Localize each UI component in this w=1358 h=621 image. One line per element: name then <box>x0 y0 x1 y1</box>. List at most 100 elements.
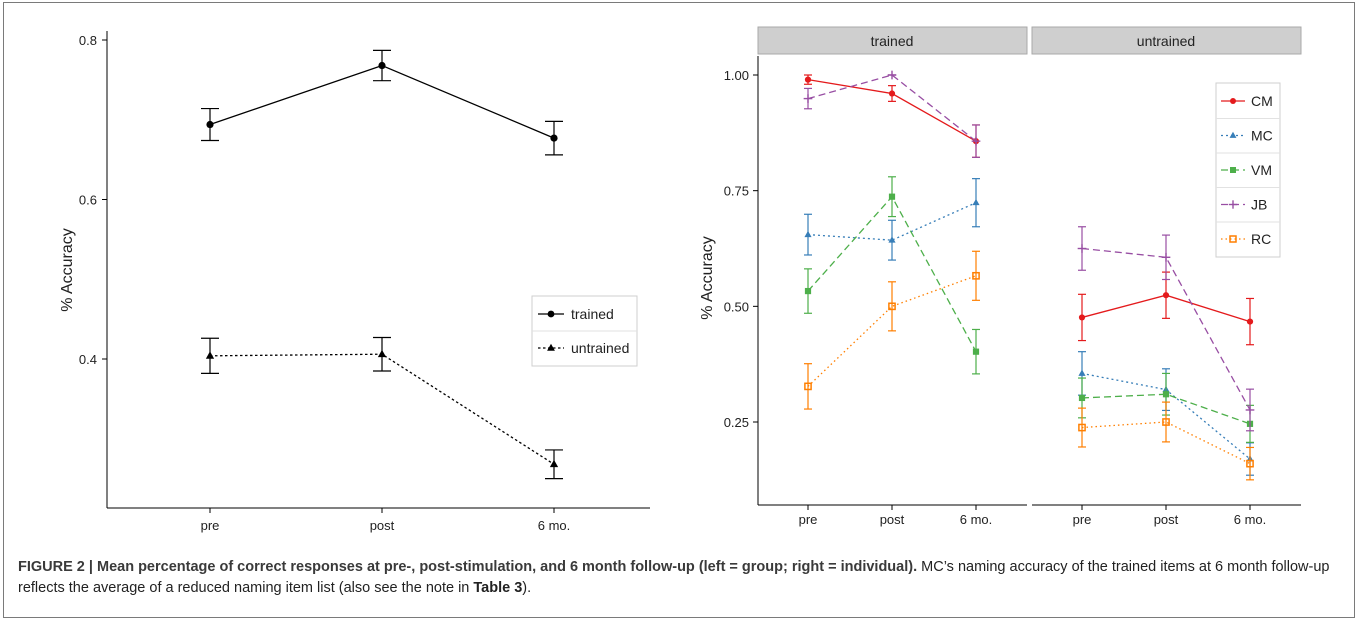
caption-lead: FIGURE 2 | Mean percentage of correct re… <box>18 559 918 575</box>
right-point-VM <box>1162 391 1170 398</box>
right-point-VM <box>1078 394 1086 402</box>
left-y-tick-label: 0.6 <box>79 193 97 208</box>
right-y-tick-label: 0.75 <box>724 184 749 199</box>
right-legend-label-JB: JB <box>1251 197 1267 213</box>
right-line-JB-untrained <box>1081 247 1251 411</box>
left-legend-marker-trained <box>547 310 555 318</box>
right-series-JB-trained <box>803 70 981 158</box>
right-y-tick-label: 1.00 <box>724 68 749 83</box>
right-series-JB-untrained <box>1077 226 1255 432</box>
right-point-RC <box>1246 459 1254 468</box>
right-point-MC <box>804 230 812 238</box>
right-point-JB <box>1077 244 1087 253</box>
right-legend: CM MC VM JB RC <box>1215 82 1281 258</box>
right-series-CM-untrained <box>1078 271 1254 346</box>
right-x-tick-label-trained: pre <box>799 512 818 527</box>
right-line-RC-trained <box>807 275 977 387</box>
right-line-JB-trained <box>807 74 977 142</box>
caption-end: ). <box>522 580 532 596</box>
left-legend-marker-untrained <box>547 343 555 351</box>
right-x-tick-label-untrained: pre <box>1073 512 1092 527</box>
left-point-trained <box>550 134 558 142</box>
right-x-tick-label-untrained: post <box>1154 512 1179 527</box>
right-point-RC <box>804 382 812 391</box>
right-point-RC <box>888 302 896 311</box>
right-point-RC <box>1162 418 1170 426</box>
left-point-untrained <box>205 351 215 359</box>
left-point-trained <box>378 61 386 70</box>
right-legend-marker-CM <box>1230 98 1236 104</box>
right-point-JB <box>971 136 981 146</box>
right-legend-label-RC: RC <box>1251 231 1271 247</box>
right-point-VM <box>972 348 980 355</box>
left-series-untrained <box>201 336 563 480</box>
left-x-tick-label: 6 mo. <box>538 518 571 533</box>
left-point-untrained <box>377 349 387 358</box>
right-errorbar-RC <box>1246 446 1254 481</box>
left-x-tick-label: pre <box>201 518 220 533</box>
right-series-CM-trained <box>804 74 980 158</box>
right-errorbar-RC <box>888 281 896 332</box>
left-x-tick-label: post <box>370 518 395 533</box>
facet-strip-untrained <box>1031 26 1302 55</box>
right-y-tick-label: 0.50 <box>724 299 749 314</box>
left-legend-label-trained: trained <box>571 306 614 322</box>
caption-body: MC’s naming accuracy of the trained item… <box>18 559 1330 596</box>
right-line-RC-untrained <box>1081 421 1251 465</box>
right-legend-label-VM: VM <box>1251 162 1272 178</box>
right-legend-label-MC: MC <box>1251 128 1273 144</box>
right-legend-marker-VM <box>1230 167 1236 173</box>
left-y-tick-label: 0.8 <box>79 33 97 48</box>
right-point-MC <box>972 198 980 206</box>
left-legend-label-untrained: untrained <box>571 340 629 356</box>
facet-label-trained: trained <box>871 33 914 49</box>
right-series-VM-trained <box>804 176 980 375</box>
right-point-VM <box>888 193 896 200</box>
right-errorbar-RC <box>1162 401 1170 443</box>
right-point-RC <box>972 271 980 280</box>
left-y-axis-title: % Accuracy <box>59 228 76 312</box>
right-y-axis-title: % Accuracy <box>699 236 716 320</box>
facet-strip-trained <box>757 26 1028 55</box>
figure-caption: FIGURE 2 | Mean percentage of correct re… <box>18 557 1343 599</box>
right-point-JB <box>1161 252 1171 262</box>
right-individual-chart: trained untrained 0.25 0.50 0.75 1.00 pre po… <box>699 26 1302 527</box>
right-point-JB <box>887 70 897 80</box>
right-point-CM <box>1078 314 1086 321</box>
right-legend-marker-RC <box>1229 235 1237 243</box>
left-point-untrained <box>549 459 559 468</box>
right-x-tick-label-trained: post <box>880 512 905 527</box>
right-point-CM <box>1246 318 1254 325</box>
left-series-trained <box>201 49 563 156</box>
right-point-MC <box>888 236 896 243</box>
right-legend-marker-JB <box>1228 200 1238 209</box>
right-series-RC-untrained <box>1078 401 1254 481</box>
right-point-CM <box>804 76 812 83</box>
right-y-tick-label: 0.25 <box>724 415 749 430</box>
caption-table-ref: Table 3 <box>473 580 523 596</box>
left-group-chart: 0.4 0.6 0.8 pre post 6 mo. % Accuracy traine… <box>59 31 650 533</box>
right-point-RC <box>1078 423 1086 432</box>
figure-frame <box>3 2 1355 618</box>
right-point-CM <box>888 90 896 97</box>
right-series-RC-trained <box>804 250 980 410</box>
right-legend-marker-MC <box>1229 131 1237 138</box>
right-point-VM <box>804 287 812 295</box>
right-x-tick-label-untrained: 6 mo. <box>1234 512 1267 527</box>
right-legend-label-CM: CM <box>1251 93 1273 109</box>
right-errorbar-RC <box>804 363 812 410</box>
right-series-MC-trained <box>804 178 980 261</box>
right-line-VM-untrained <box>1081 393 1251 425</box>
right-point-CM <box>1162 292 1170 299</box>
right-point-JB <box>1245 405 1255 415</box>
left-legend: trained untrained <box>531 295 638 367</box>
right-errorbar-RC <box>1078 407 1086 448</box>
right-point-MC <box>1078 369 1086 376</box>
left-point-trained <box>206 120 214 129</box>
right-x-tick-label-trained: 6 mo. <box>960 512 993 527</box>
right-errorbar-RC <box>972 250 980 301</box>
left-y-tick-label: 0.4 <box>79 352 97 367</box>
right-line-MC-trained <box>807 202 977 241</box>
facet-label-untrained: untrained <box>1137 33 1195 49</box>
